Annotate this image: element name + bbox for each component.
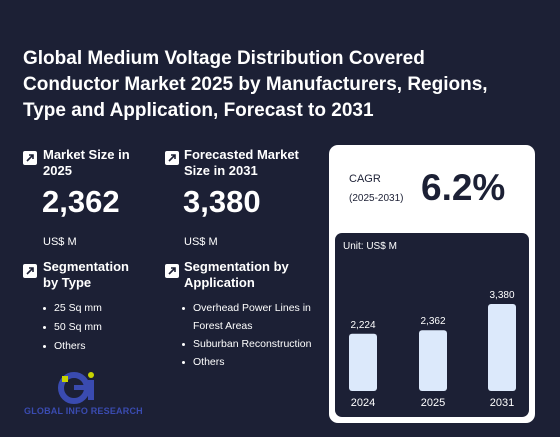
cagr-value: 6.2% xyxy=(421,167,506,208)
trend-arrow-icon xyxy=(165,264,179,278)
bar-2024 xyxy=(349,333,377,391)
list-item: 25 Sq mm xyxy=(43,299,153,318)
list-item: 50 Sq mm xyxy=(43,318,153,337)
x-tick-label: 2031 xyxy=(490,397,514,409)
trend-arrow-icon xyxy=(23,264,37,278)
trend-arrow-icon xyxy=(23,151,37,165)
bar-chart: 2,224 2024 2,362 2025 3,380 2031 xyxy=(349,290,516,409)
bar-value-label: 2,362 xyxy=(420,316,445,327)
brand-logo xyxy=(58,372,94,404)
bar-value-label: 3,380 xyxy=(489,290,514,301)
list-item: Overhead Power Lines in Forest Areas xyxy=(182,299,320,335)
segmentation-application-list: Overhead Power Lines in Forest Areas Sub… xyxy=(182,299,320,371)
list-item: Suburban Reconstruction xyxy=(182,335,320,353)
brand-name: GLOBAL INFO RESEARCH xyxy=(24,406,143,416)
bar-value-label: 2,224 xyxy=(350,320,375,331)
list-item: Others xyxy=(43,337,153,356)
trend-arrow-icon xyxy=(165,151,179,165)
cagr-card: CAGR (2025-2031) 6.2% Unit: US$ M 2,224 2… xyxy=(329,145,535,423)
forecast-value: 3,380 xyxy=(183,184,261,219)
segmentation-type-label: Segmentation by Type xyxy=(43,259,129,290)
cagr-label: CAGR xyxy=(349,173,381,185)
market-size-value: 2,362 xyxy=(42,184,120,219)
market-size-label: Market Size in 2025 xyxy=(43,147,130,178)
market-size-unit: US$ M xyxy=(43,236,77,248)
forecast-label: Forecasted Market Size in 2031 xyxy=(184,147,299,178)
bar-2025 xyxy=(419,330,447,391)
forecast-unit: US$ M xyxy=(184,236,218,248)
page-title: Global Medium Voltage Distribution Cover… xyxy=(23,48,488,121)
bar-chart-panel: Unit: US$ M 2,224 2024 2,362 2025 3,380 2031 xyxy=(335,233,529,417)
cagr-period: (2025-2031) xyxy=(349,193,404,204)
x-tick-label: 2024 xyxy=(351,397,375,409)
segmentation-type-list: 25 Sq mm 50 Sq mm Others xyxy=(43,299,153,356)
list-item: Others xyxy=(182,353,320,371)
chart-unit-label: Unit: US$ M xyxy=(343,241,397,252)
bar-2031 xyxy=(488,304,516,391)
x-tick-label: 2025 xyxy=(421,397,445,409)
segmentation-application-label: Segmentation by Application xyxy=(184,259,289,290)
